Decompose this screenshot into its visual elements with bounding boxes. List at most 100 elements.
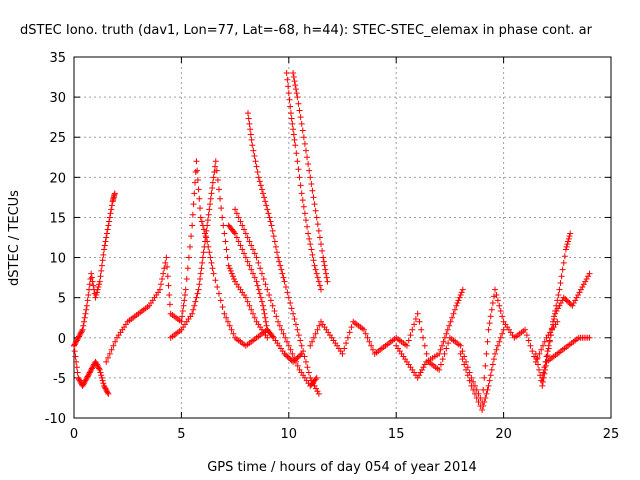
data-point (307, 342, 314, 349)
y-tick-label: 35 (49, 51, 66, 66)
data-point (209, 179, 216, 186)
data-point (456, 294, 463, 301)
data-point (310, 257, 317, 264)
data-point (179, 308, 186, 315)
data-point (218, 205, 225, 212)
data-point (207, 254, 214, 261)
data-point (483, 390, 490, 397)
data-point (71, 348, 78, 355)
data-point (242, 294, 249, 301)
data-point (193, 158, 200, 165)
data-point (282, 334, 289, 341)
data-point (252, 158, 259, 165)
data-point (562, 296, 569, 303)
data-point (98, 267, 105, 274)
data-point (559, 266, 566, 273)
data-point (285, 83, 292, 90)
data-point (264, 286, 271, 293)
data-point (295, 100, 302, 107)
data-point (539, 378, 546, 385)
data-point (239, 222, 246, 229)
data-point (99, 377, 106, 384)
data-point (368, 342, 375, 349)
data-point (84, 297, 91, 304)
data-point (230, 330, 237, 337)
data-point (497, 308, 504, 315)
data-point (97, 369, 104, 376)
data-point (191, 302, 198, 309)
data-point (449, 314, 456, 321)
data-point (235, 214, 242, 221)
data-point (479, 406, 486, 413)
x-tick-label: 25 (603, 427, 620, 442)
data-point (96, 365, 103, 372)
data-point (98, 372, 105, 379)
data-point (264, 206, 271, 213)
data-point (308, 246, 315, 253)
data-point (295, 332, 302, 339)
data-point (107, 210, 114, 217)
data-point (302, 358, 309, 365)
data-point (263, 322, 270, 329)
data-point (443, 330, 450, 337)
data-point (104, 226, 111, 233)
data-point (312, 376, 319, 383)
data-point (92, 358, 99, 365)
data-point (437, 361, 444, 368)
data-point (436, 350, 443, 357)
data-point (539, 382, 546, 389)
data-point (255, 286, 262, 293)
data-point (298, 342, 305, 349)
data-point (311, 262, 318, 269)
data-point (196, 195, 203, 202)
data-point (525, 337, 532, 344)
data-point (179, 313, 186, 320)
data-point (414, 374, 421, 381)
data-point (93, 360, 100, 367)
data-point (71, 341, 78, 348)
data-point (459, 286, 466, 293)
data-point (262, 281, 269, 288)
data-point (98, 262, 105, 269)
data-point (244, 110, 251, 117)
data-point (77, 330, 84, 337)
data-point (539, 374, 546, 381)
data-point (166, 291, 173, 298)
data-point (555, 291, 562, 298)
data-point (289, 120, 296, 127)
y-axis-label: dSTEC / TECUs (7, 190, 22, 286)
data-point (315, 227, 322, 234)
data-point (557, 300, 564, 307)
data-point (443, 345, 450, 352)
data-point (181, 297, 188, 304)
data-point (244, 298, 251, 305)
data-point (262, 314, 269, 321)
data-point (362, 330, 369, 337)
data-point (439, 342, 446, 349)
data-point (198, 218, 205, 225)
data-point (294, 94, 301, 101)
data-point (551, 316, 558, 323)
data-point (278, 326, 285, 333)
data-point (314, 388, 321, 395)
data-point (199, 254, 206, 261)
x-axis-label: GPS time / hours of day 054 of year 2014 (207, 460, 477, 475)
data-point (346, 329, 353, 336)
data-point (75, 374, 82, 381)
data-point (237, 218, 244, 225)
data-point (181, 291, 188, 298)
data-point (308, 377, 315, 384)
data-point (344, 334, 351, 341)
data-point (100, 251, 107, 258)
data-point (418, 366, 425, 373)
data-point (202, 238, 209, 245)
data-point (83, 376, 90, 383)
data-point (309, 251, 316, 258)
data-point (364, 334, 371, 341)
data-point (499, 330, 506, 337)
series-arc-h (283, 70, 325, 293)
data-point (316, 282, 323, 289)
data-point (99, 257, 106, 264)
data-point (214, 177, 221, 184)
data-point (423, 350, 430, 357)
